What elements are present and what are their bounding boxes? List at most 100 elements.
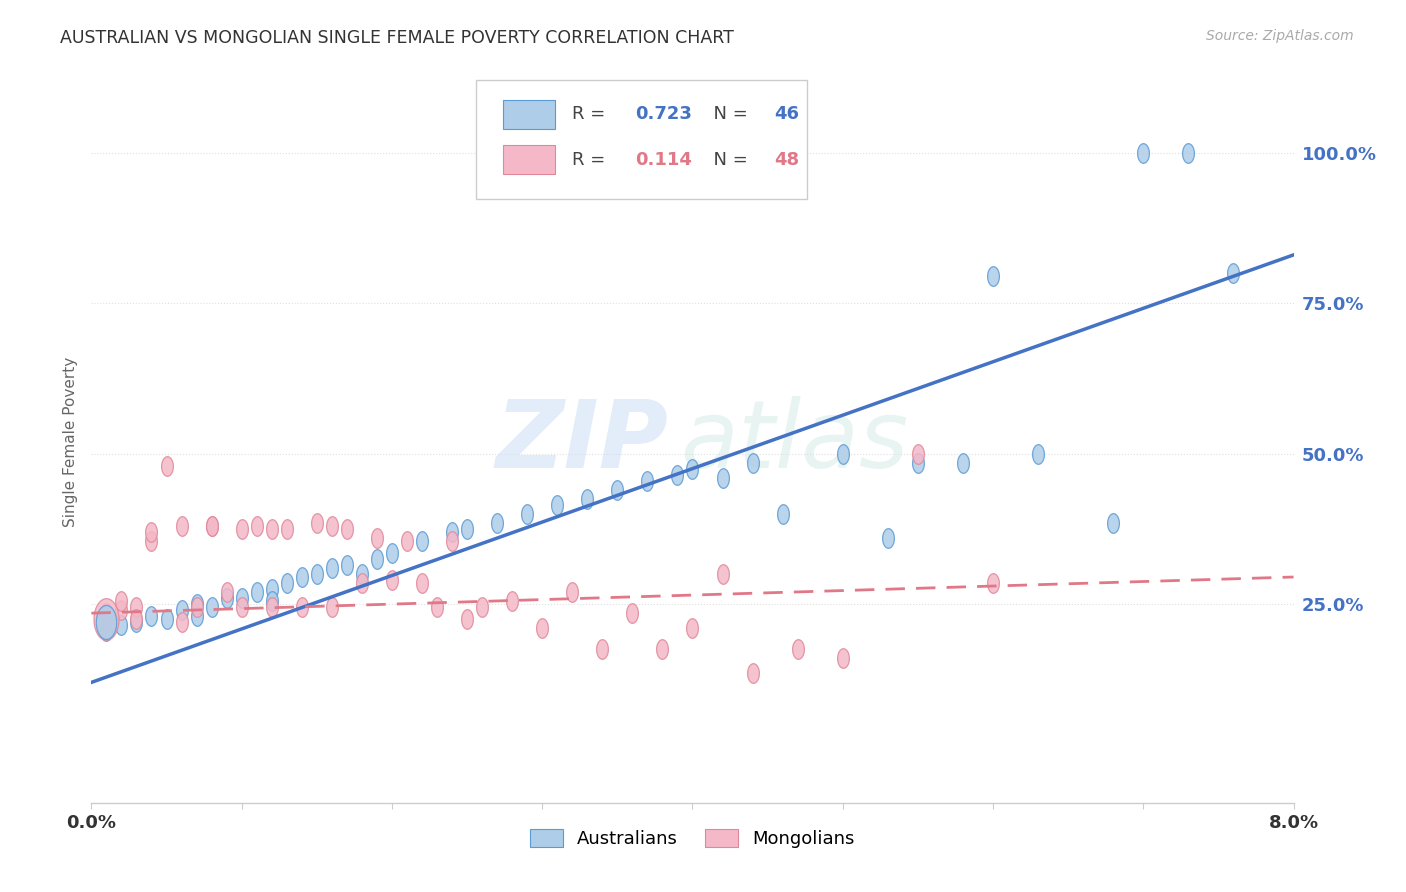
Point bbox=[215, 585, 238, 599]
Point bbox=[155, 458, 177, 473]
Point bbox=[321, 519, 343, 533]
Text: ZIP: ZIP bbox=[495, 395, 668, 488]
Point bbox=[96, 612, 118, 626]
Point bbox=[186, 600, 208, 615]
Point bbox=[411, 533, 433, 548]
Point bbox=[456, 522, 478, 536]
Point bbox=[305, 516, 328, 530]
Point bbox=[1177, 145, 1199, 160]
Point bbox=[260, 522, 283, 536]
Point bbox=[96, 612, 118, 626]
Y-axis label: Single Female Poverty: Single Female Poverty bbox=[63, 357, 79, 526]
Point bbox=[276, 522, 298, 536]
Point bbox=[336, 558, 359, 572]
Text: 48: 48 bbox=[775, 151, 800, 169]
Point bbox=[381, 573, 404, 587]
FancyBboxPatch shape bbox=[477, 80, 807, 200]
FancyBboxPatch shape bbox=[502, 145, 555, 174]
Point bbox=[486, 516, 509, 530]
Point bbox=[516, 507, 538, 521]
Point bbox=[366, 531, 388, 545]
Point bbox=[186, 597, 208, 611]
Point bbox=[321, 600, 343, 615]
Point bbox=[456, 612, 478, 626]
Text: N =: N = bbox=[702, 151, 754, 169]
Point bbox=[186, 609, 208, 624]
Point bbox=[276, 576, 298, 591]
Point bbox=[260, 582, 283, 596]
Point bbox=[305, 567, 328, 582]
Point bbox=[110, 603, 132, 617]
Point bbox=[591, 642, 613, 657]
Text: N =: N = bbox=[702, 105, 754, 123]
Point bbox=[786, 642, 808, 657]
Point bbox=[440, 533, 463, 548]
Point bbox=[141, 533, 163, 548]
Point bbox=[1026, 446, 1049, 460]
Point bbox=[336, 522, 359, 536]
Point bbox=[381, 546, 404, 560]
Point bbox=[155, 612, 177, 626]
Point bbox=[260, 600, 283, 615]
Point bbox=[291, 570, 314, 584]
Point bbox=[96, 624, 118, 639]
Point bbox=[741, 456, 763, 470]
Point bbox=[246, 519, 269, 533]
Point bbox=[621, 606, 644, 620]
Point bbox=[411, 576, 433, 591]
Point bbox=[260, 594, 283, 608]
Text: 0.114: 0.114 bbox=[634, 151, 692, 169]
Text: Source: ZipAtlas.com: Source: ZipAtlas.com bbox=[1206, 29, 1354, 44]
Point bbox=[201, 519, 224, 533]
Point bbox=[666, 467, 689, 482]
Point bbox=[170, 603, 193, 617]
Point bbox=[231, 591, 253, 606]
Point bbox=[1102, 516, 1125, 530]
Point bbox=[201, 519, 224, 533]
Point bbox=[952, 456, 974, 470]
Text: R =: R = bbox=[572, 151, 612, 169]
Point bbox=[561, 585, 583, 599]
Point bbox=[110, 594, 132, 608]
Point bbox=[426, 600, 449, 615]
Point bbox=[125, 600, 148, 615]
Point bbox=[291, 600, 314, 615]
Point bbox=[141, 609, 163, 624]
Point bbox=[366, 552, 388, 566]
Point bbox=[201, 600, 224, 615]
Point bbox=[141, 524, 163, 539]
Text: R =: R = bbox=[572, 105, 612, 123]
Point bbox=[711, 567, 734, 582]
Point bbox=[170, 615, 193, 630]
Point bbox=[981, 576, 1004, 591]
Point bbox=[231, 522, 253, 536]
Point bbox=[246, 585, 269, 599]
Point bbox=[907, 446, 929, 460]
Point bbox=[96, 615, 118, 630]
Point bbox=[531, 621, 554, 635]
Point bbox=[981, 268, 1004, 283]
Legend: Australians, Mongolians: Australians, Mongolians bbox=[523, 822, 862, 855]
Point bbox=[350, 576, 373, 591]
FancyBboxPatch shape bbox=[502, 100, 555, 128]
Point bbox=[231, 600, 253, 615]
Text: AUSTRALIAN VS MONGOLIAN SINGLE FEMALE POVERTY CORRELATION CHART: AUSTRALIAN VS MONGOLIAN SINGLE FEMALE PO… bbox=[60, 29, 734, 47]
Point bbox=[170, 519, 193, 533]
Point bbox=[711, 471, 734, 485]
Point bbox=[125, 612, 148, 626]
Point bbox=[576, 491, 599, 506]
Point bbox=[215, 591, 238, 606]
Text: atlas: atlas bbox=[681, 396, 908, 487]
Point bbox=[471, 600, 494, 615]
Point bbox=[651, 642, 673, 657]
Point bbox=[876, 531, 898, 545]
Point bbox=[831, 446, 853, 460]
Point bbox=[440, 524, 463, 539]
Point bbox=[741, 666, 763, 681]
Point bbox=[831, 651, 853, 665]
Point bbox=[125, 615, 148, 630]
Text: 46: 46 bbox=[775, 105, 799, 123]
Point bbox=[546, 498, 568, 512]
Point bbox=[636, 474, 658, 488]
Point bbox=[1132, 145, 1154, 160]
